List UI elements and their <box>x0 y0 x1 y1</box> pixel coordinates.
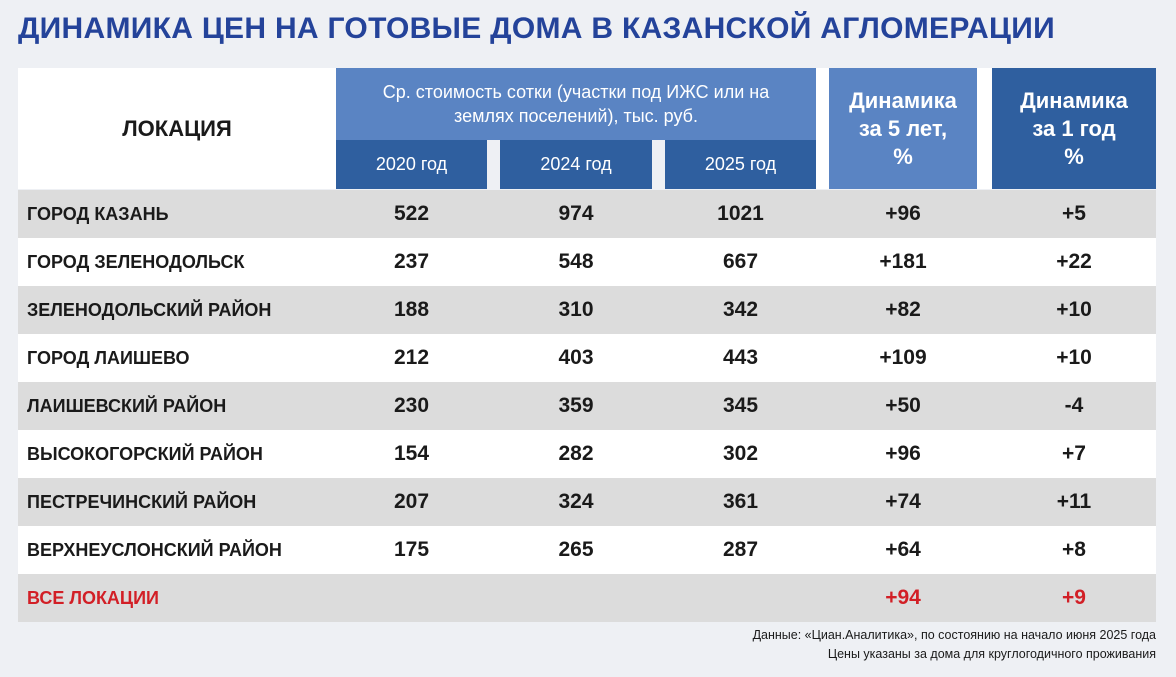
cell-value-2025: 667 <box>722 250 759 273</box>
cell-value-2025: 361 <box>722 490 759 513</box>
cell-value-2020: 230 <box>393 394 430 417</box>
cell-value-2020: 522 <box>393 202 430 225</box>
cell-dynamics-5y: +94 <box>885 586 921 609</box>
cell-dynamics-5y: +96 <box>885 442 921 465</box>
header-year-2025: 2025 год <box>665 140 816 189</box>
header-gap <box>977 68 992 189</box>
cell-location: ВСЕ ЛОКАЦИИ <box>27 588 159 608</box>
cell-location: ГОРОД ЛАИШЕВО <box>27 348 190 368</box>
cell-value-2024: 974 <box>558 202 594 225</box>
header-location: ЛОКАЦИЯ <box>18 68 336 189</box>
cell-value-2020 <box>336 574 487 622</box>
header-year-2020: 2020 год <box>336 140 487 189</box>
footnote-note: Цены указаны за дома для круглогодичного… <box>827 647 1156 661</box>
cell-value-2020: 207 <box>393 490 430 513</box>
cell-dynamics-1y: +9 <box>1062 586 1086 609</box>
cell-dynamics-5y: +181 <box>879 250 927 273</box>
cell-dynamics-5y: +74 <box>885 490 921 513</box>
table-row: ГОРОД КАЗАНЬ 522 974 1021 +96 +5 <box>18 190 1156 238</box>
cell-value-2024: 324 <box>558 490 594 513</box>
cell-value-2024: 548 <box>558 250 594 273</box>
cell-location: ГОРОД КАЗАНЬ <box>27 204 169 224</box>
cell-dynamics-1y: +8 <box>1062 538 1086 561</box>
cell-dynamics-1y: +11 <box>1056 490 1092 513</box>
cell-value-2025: 1021 <box>717 202 764 225</box>
cell-location: ЗЕЛЕНОДОЛЬСКИЙ РАЙОН <box>27 300 272 320</box>
total-row: ВСЕ ЛОКАЦИИ +94 +9 <box>18 574 1156 622</box>
header-dynamics-5y-line3: % <box>893 143 913 169</box>
cell-value-2024: 282 <box>558 442 594 465</box>
table-row: ЗЕЛЕНОДОЛЬСКИЙ РАЙОН 188 310 342 +82 +10 <box>18 286 1156 334</box>
cell-value-2020: 175 <box>393 538 430 561</box>
cell-location: ПЕСТРЕЧИНСКИЙ РАЙОН <box>27 492 257 512</box>
cell-value-2020: 237 <box>393 250 430 273</box>
cell-location: ВЫСОКОГОРСКИЙ РАЙОН <box>27 444 263 464</box>
cell-dynamics-5y: +64 <box>885 538 921 561</box>
cell-value-2020: 188 <box>393 298 430 321</box>
cell-dynamics-5y: +96 <box>885 202 921 225</box>
cell-location: ЛАИШЕВСКИЙ РАЙОН <box>27 396 227 416</box>
cell-value-2025 <box>665 574 816 622</box>
cell-value-2025: 345 <box>722 394 759 417</box>
header-dynamics-5y: Динамика за 5 лет, % <box>829 68 977 189</box>
table-row: ВЫСОКОГОРСКИЙ РАЙОН 154 282 302 +96 +7 <box>18 430 1156 478</box>
header-year-2024: 2024 год <box>500 140 652 189</box>
cell-value-2020: 212 <box>393 346 430 369</box>
header-dynamics-5y-line1: Динамика <box>849 87 957 113</box>
cell-value-2024: 265 <box>558 538 594 561</box>
cell-value-2025: 287 <box>722 538 759 561</box>
page-title: ДИНАМИКА ЦЕН НА ГОТОВЫЕ ДОМА В КАЗАНСКОЙ… <box>18 12 1055 45</box>
cell-value-2025: 443 <box>722 346 759 369</box>
cell-dynamics-5y: +50 <box>885 394 921 417</box>
cell-value-2024 <box>500 574 652 622</box>
cell-dynamics-5y: +109 <box>879 346 927 369</box>
cell-value-2024: 310 <box>558 298 594 321</box>
cell-dynamics-1y: +7 <box>1062 442 1086 465</box>
table-row: ВЕРХНЕУСЛОНСКИЙ РАЙОН 175 265 287 +64 +8 <box>18 526 1156 574</box>
cell-dynamics-1y: -4 <box>1064 394 1084 417</box>
header-dynamics-1y-line3: % <box>1064 143 1084 169</box>
cell-location: ГОРОД ЗЕЛЕНОДОЛЬСК <box>27 252 245 272</box>
table-row: ЛАИШЕВСКИЙ РАЙОН 230 359 345 +50 -4 <box>18 382 1156 430</box>
cell-dynamics-1y: +5 <box>1062 202 1086 225</box>
cell-value-2024: 359 <box>558 394 594 417</box>
cell-value-2024: 403 <box>558 346 594 369</box>
footnote-source: Данные: «Циан.Аналитика», по состоянию н… <box>752 628 1156 642</box>
header-dynamics-5y-line2: за 5 лет, <box>858 115 948 141</box>
table-row: ГОРОД ЗЕЛЕНОДОЛЬСК 237 548 667 +181 +22 <box>18 238 1156 286</box>
cell-dynamics-1y: +22 <box>1056 250 1092 273</box>
table-row: ПЕСТРЕЧИНСКИЙ РАЙОН 207 324 361 +74 +11 <box>18 478 1156 526</box>
cell-dynamics-1y: +10 <box>1056 298 1092 321</box>
cell-location: ВЕРХНЕУСЛОНСКИЙ РАЙОН <box>27 540 282 560</box>
cell-value-2025: 342 <box>722 298 759 321</box>
cell-dynamics-1y: +10 <box>1056 346 1092 369</box>
header-gap <box>816 68 829 189</box>
header-dynamics-1y-line1: Динамика <box>1020 87 1128 113</box>
cell-value-2025: 302 <box>722 442 759 465</box>
header-dynamics-1y: Динамика за 1 год % <box>992 68 1156 189</box>
header-price-group: Ср. стоимость сотки (участки под ИЖС или… <box>336 68 816 140</box>
cell-dynamics-5y: +82 <box>885 298 921 321</box>
header-dynamics-1y-line2: за 1 год <box>1032 115 1116 141</box>
cell-value-2020: 154 <box>393 442 430 465</box>
table-row: ГОРОД ЛАИШЕВО 212 403 443 +109 +10 <box>18 334 1156 382</box>
